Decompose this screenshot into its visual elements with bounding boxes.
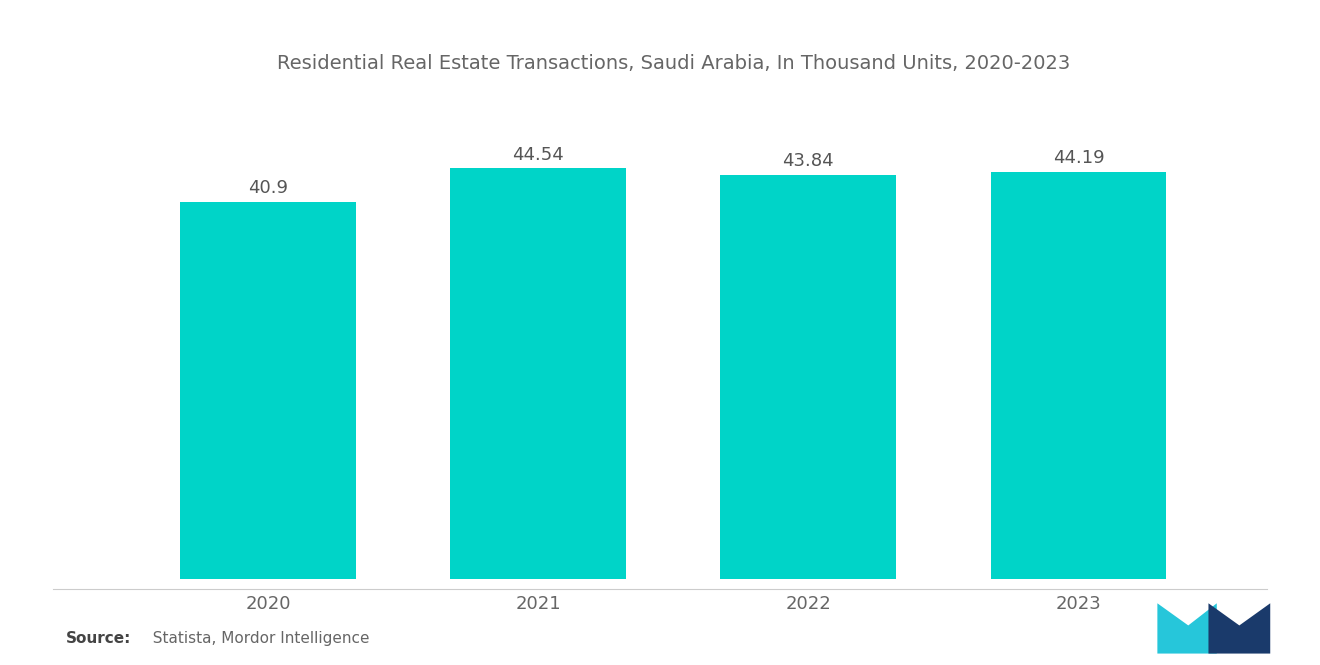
Polygon shape [1209, 603, 1270, 654]
Bar [450, 168, 626, 579]
Text: 43.84: 43.84 [783, 152, 834, 170]
Text: 44.19: 44.19 [1052, 149, 1105, 167]
Polygon shape [1158, 603, 1217, 654]
Text: 44.54: 44.54 [512, 146, 564, 164]
Bar [181, 202, 356, 579]
Bar [990, 172, 1166, 579]
Text: Source:: Source: [66, 631, 132, 646]
Title: Residential Real Estate Transactions, Saudi Arabia, In Thousand Units, 2020-2023: Residential Real Estate Transactions, Sa… [277, 54, 1069, 73]
Text: Statista, Mordor Intelligence: Statista, Mordor Intelligence [143, 631, 370, 646]
Bar [721, 175, 896, 579]
Text: 40.9: 40.9 [248, 180, 288, 198]
